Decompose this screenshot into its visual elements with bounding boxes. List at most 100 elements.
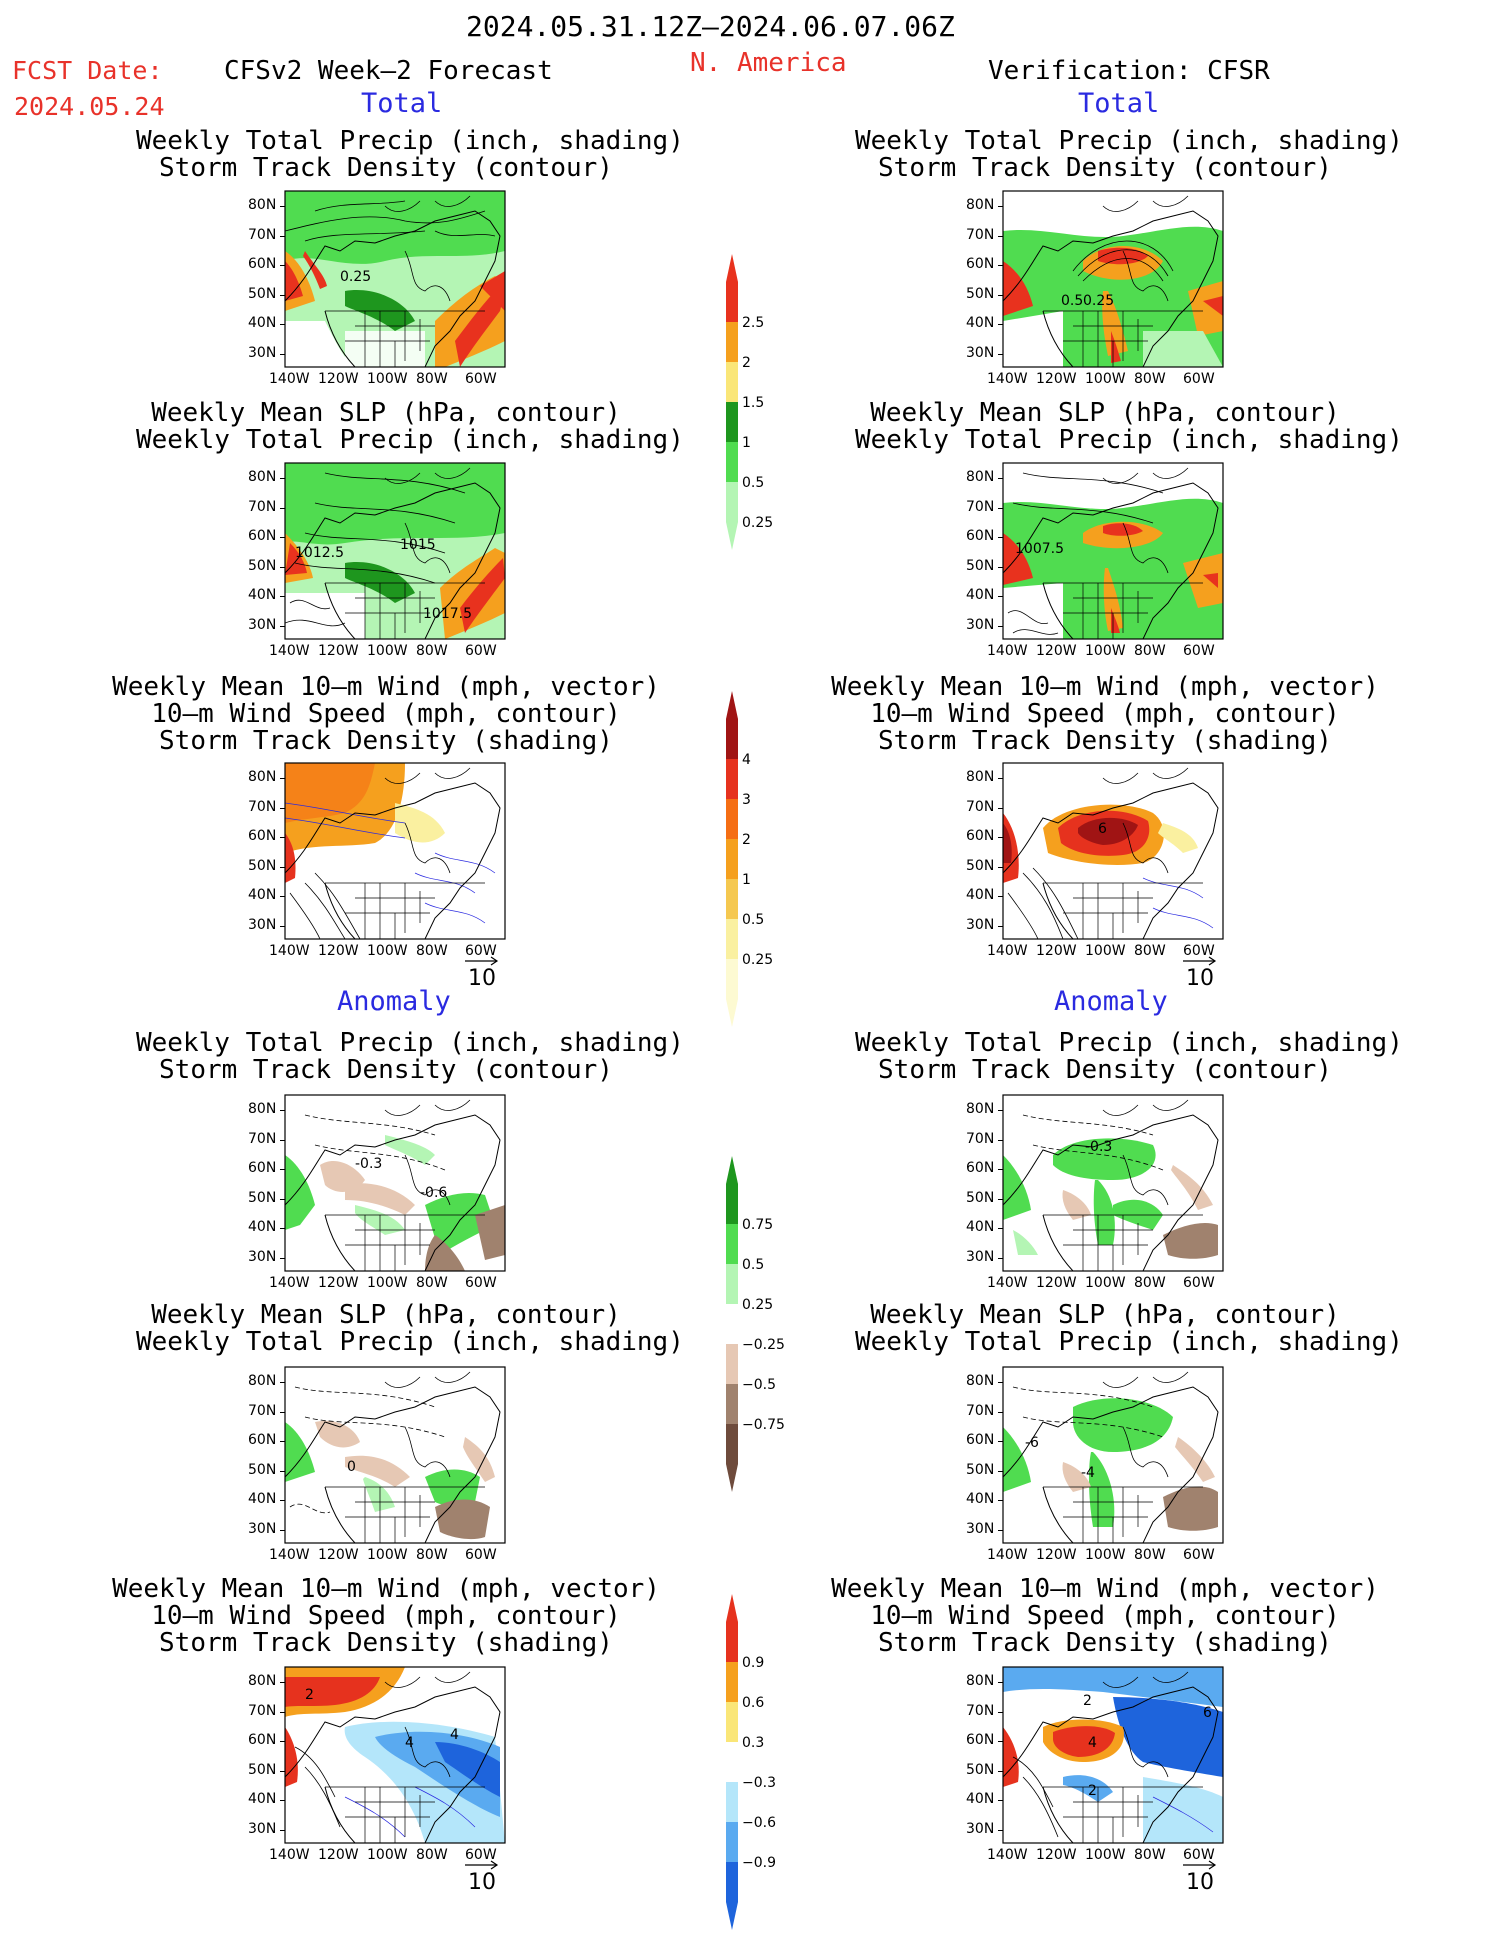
lat-tick <box>280 206 285 207</box>
lon-tick-label: 140W <box>269 1847 310 1863</box>
colorbar-label: 2 <box>742 832 751 848</box>
lat-tick-label: 50N <box>248 285 277 302</box>
lat-tick-label: 40N <box>966 1791 995 1807</box>
lon-tick-label: 100W <box>1085 1275 1126 1291</box>
lat-tick-label: 50N <box>966 557 995 574</box>
colorbar-segment <box>726 282 738 322</box>
lon-tick-label: 120W <box>318 943 359 959</box>
lon-tick-label: 120W <box>318 1847 359 1863</box>
section-total-left: Total <box>361 88 443 119</box>
lat-tick-label: 80N <box>966 1673 995 1689</box>
contour-label: 4 <box>1088 1735 1097 1751</box>
lon-tick-label: 140W <box>987 1547 1028 1563</box>
lat-tick-label: 40N <box>248 1491 277 1507</box>
lat-tick <box>280 507 285 509</box>
lon-tick-label: 120W <box>318 1275 359 1291</box>
colorbar-label: 0.25 <box>742 1297 773 1313</box>
lat-tick <box>998 1500 1003 1501</box>
title-p1-right: Weekly Total Precip (inch, shading) Storm… <box>855 126 1403 183</box>
lat-tick-label: 70N <box>248 498 277 515</box>
lon-tick-label: 60W <box>465 371 497 387</box>
lat-tick <box>998 1470 1003 1472</box>
lat-tick-label: 30N <box>248 616 277 633</box>
contour-label: 6 <box>1098 821 1107 837</box>
lon-tick-label: 100W <box>367 1847 408 1863</box>
lat-tick <box>998 353 1003 355</box>
lat-tick-label: 70N <box>966 226 995 243</box>
lat-tick <box>998 1382 1003 1383</box>
lon-tick-label: 80W <box>416 1275 448 1291</box>
lon-tick-label: 100W <box>367 643 408 659</box>
lat-tick-label: 30N <box>248 1248 277 1265</box>
colorbar-segment <box>726 759 738 799</box>
lon-tick-label: 80W <box>416 943 448 959</box>
colorbar-label: 0.5 <box>742 475 764 491</box>
lat-tick-label: 50N <box>248 1461 277 1478</box>
colorbar-label: 0.75 <box>742 1217 773 1233</box>
colorbar-label: 1 <box>742 435 751 451</box>
colorbar-label: 1 <box>742 872 751 888</box>
colorbar-svg: 2.5 2 1.5 1 0.5 0.25 <box>726 254 773 550</box>
lat-tick-label: 80N <box>966 1101 995 1117</box>
lon-tick-label: 100W <box>1085 1847 1126 1863</box>
map-wind-anomaly-forecast: 2 4 4 <box>240 1661 520 1871</box>
lon-tick-label: 120W <box>318 643 359 659</box>
lat-tick-label: 70N <box>966 498 995 515</box>
title-p4-left: Weekly Total Precip (inch, shading) Storm… <box>136 1028 684 1085</box>
contour-label: 1017.5 <box>423 606 472 622</box>
map-slp-precip-verification: 1007.5 <box>958 457 1238 667</box>
lat-tick-label: 30N <box>248 344 277 361</box>
colorbar-segment <box>726 1622 738 1662</box>
colorbar-segment <box>726 1344 738 1384</box>
colorbar-segment <box>726 442 738 482</box>
colorbar-storm-anomaly: 0.9 0.6 0.3 −0.3 −0.6 −0.9 <box>720 1594 800 1956</box>
lon-tick-label: 120W <box>1036 943 1077 959</box>
colorbar-label: 2 <box>742 355 751 371</box>
contour-label: 2 <box>1088 1783 1097 1799</box>
lat-tick-label: 30N <box>966 916 995 933</box>
section-anomaly-left: Anomaly <box>337 986 451 1017</box>
lat-tick <box>998 1741 1003 1742</box>
title-p5-left: Weekly Mean SLP (hPa, contour) Weekly Tot… <box>136 1300 684 1357</box>
lon-tick-label: 80W <box>416 371 448 387</box>
lat-tick <box>998 294 1003 296</box>
lon-tick-label: 60W <box>1183 371 1215 387</box>
contour-label: 2 <box>1083 1693 1092 1709</box>
lat-tick-label: 50N <box>966 1189 995 1206</box>
colorbar-precip-anomaly: 0.75 0.5 0.25 −0.25 −0.5 −0.75 <box>720 1156 800 1518</box>
map-wind-storm-verification: 6 <box>958 757 1238 967</box>
lon-tick-label: 140W <box>269 643 310 659</box>
lon-tick-label: 100W <box>1085 643 1126 659</box>
colorbar-label: 0.6 <box>742 1695 764 1711</box>
lat-tick <box>998 866 1003 868</box>
contour-label: -4 <box>1081 1465 1095 1481</box>
lon-tick-label: 120W <box>1036 371 1077 387</box>
lat-tick-label: 40N <box>966 315 995 331</box>
lat-tick <box>998 1711 1003 1713</box>
lon-tick-label: 120W <box>1036 1547 1077 1563</box>
colorbar-segment <box>726 1742 738 1782</box>
lat-tick-label: 60N <box>966 1732 995 1748</box>
lat-tick-label: 50N <box>966 857 995 874</box>
title-p3-right: Weekly Mean 10–m Wind (mph, vector) 10–m … <box>831 672 1379 756</box>
lat-tick <box>998 206 1003 207</box>
lat-tick-label: 30N <box>248 1520 277 1537</box>
lat-tick-label: 70N <box>248 1130 277 1147</box>
lon-tick-label: 80W <box>416 1847 448 1863</box>
colorbar-segment <box>726 799 738 839</box>
lat-tick <box>280 235 285 237</box>
colorbar-label: 3 <box>742 792 751 808</box>
lat-tick <box>280 1741 285 1742</box>
lat-tick <box>280 837 285 838</box>
title-p6-right: Weekly Mean 10–m Wind (mph, vector) 10–m … <box>831 1574 1379 1658</box>
colorbar-label: −0.25 <box>742 1337 785 1353</box>
lat-tick-label: 80N <box>966 469 995 485</box>
colorbar-svg: 4 3 2 1 0.5 0.25 <box>726 691 773 1027</box>
contour-label: 2 <box>305 1687 314 1703</box>
contour-label: 6 <box>1203 1705 1212 1721</box>
lat-tick <box>280 566 285 568</box>
map-precip-storm-verification: 0.5 0.25 <box>958 185 1238 395</box>
lat-tick-label: 30N <box>966 1820 995 1837</box>
lat-tick-label: 60N <box>248 256 277 272</box>
lat-tick-label: 60N <box>966 828 995 844</box>
